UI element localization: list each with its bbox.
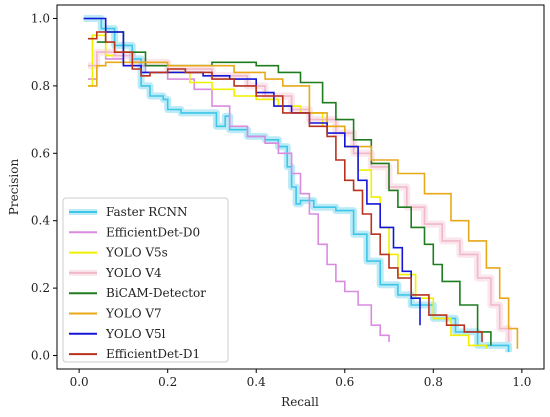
legend-label-faster-rcnn: Faster RCNN xyxy=(106,205,188,219)
y-tick-label: 0.6 xyxy=(31,146,50,160)
y-tick-label: 1.0 xyxy=(31,11,50,25)
series-line-efficientdet-d1 xyxy=(88,31,483,342)
legend-label-yolo-v5s: YOLO V5s xyxy=(105,246,168,260)
series-line-efficientdet-d0 xyxy=(88,51,390,342)
legend-box xyxy=(62,197,229,363)
x-axis-label: Recall xyxy=(281,395,319,409)
x-tick-layer: 0.0 0.2 0.4 0.6 0.8 1.0 xyxy=(70,369,531,389)
series-line-layer xyxy=(83,17,519,353)
legend: Faster RCNN EfficientDet-D0 YOLO V5s YOLO V… xyxy=(62,197,229,363)
x-tick-label: 0.4 xyxy=(247,375,266,389)
legend-label-efficientdet-d0: EfficientDet-D0 xyxy=(106,225,200,239)
series-line-bicam-detector xyxy=(96,31,492,346)
x-tick-label: 0.2 xyxy=(158,375,177,389)
y-tick-label: 0.2 xyxy=(31,281,50,295)
legend-label-yolo-v7: YOLO V7 xyxy=(105,307,162,321)
x-tick-label: 0.8 xyxy=(424,375,443,389)
y-tick-label: 0.0 xyxy=(31,349,50,363)
legend-label-efficientdet-d1: EfficientDet-D1 xyxy=(106,347,200,361)
legend-label-yolo-v4: YOLO V4 xyxy=(105,266,162,280)
x-tick-label: 1.0 xyxy=(512,375,531,389)
x-tick-label: 0.6 xyxy=(335,375,354,389)
y-tick-label: 0.8 xyxy=(31,79,50,93)
y-axis-label: Precision xyxy=(7,159,21,216)
series-line-yolo-v7 xyxy=(88,61,519,349)
y-tick-label: 0.4 xyxy=(31,214,50,228)
legend-label-bicam-detector: BiCAM-Detector xyxy=(106,286,206,300)
plot-frame xyxy=(56,4,545,370)
y-tick-layer: 0.0 0.2 0.4 0.6 0.8 1.0 xyxy=(31,11,57,363)
x-tick-label: 0.0 xyxy=(70,375,89,389)
legend-label-yolo-v5l: YOLO V5l xyxy=(105,327,166,341)
